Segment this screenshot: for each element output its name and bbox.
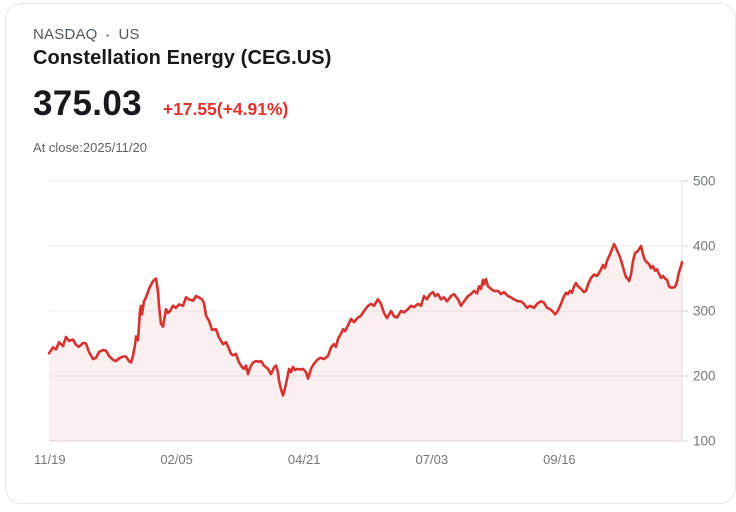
separator-dot: · [105,26,111,43]
y-axis-label: 500 [693,174,716,189]
price-line [47,242,684,397]
y-axis-label: 200 [693,369,716,384]
x-axis-label: 11/19 [34,452,66,467]
x-axis-label: 09/16 [543,452,576,467]
price-area-fill [49,244,682,441]
x-axis-label: 04/21 [288,452,321,467]
x-axis-label: 02/05 [160,452,193,467]
price-chart[interactable]: 500 400 300 200 100 11/19 02/05 04/21 07/03 09/16 [6,4,736,512]
y-axis-label: 300 [693,304,716,319]
stock-card: NASDAQ · US Constellation Energy (CEG.US… [5,3,736,504]
last-price: 375.03 [33,84,142,123]
exchange-label: NASDAQ [33,26,98,43]
page-title: Constellation Energy (CEG.US) [33,47,332,69]
y-axis-label: 100 [693,434,716,449]
y-axis-label: 400 [693,239,716,254]
price-change: +17.55(+4.91%) [162,99,289,119]
exchange-row: NASDAQ · US [33,26,140,43]
price-row: 375.03 +17.55(+4.91%) [33,84,288,124]
region-label: US [118,26,140,43]
x-axis-label: 07/03 [416,452,449,467]
at-close-label: At close:2025/11/20 [33,140,147,155]
